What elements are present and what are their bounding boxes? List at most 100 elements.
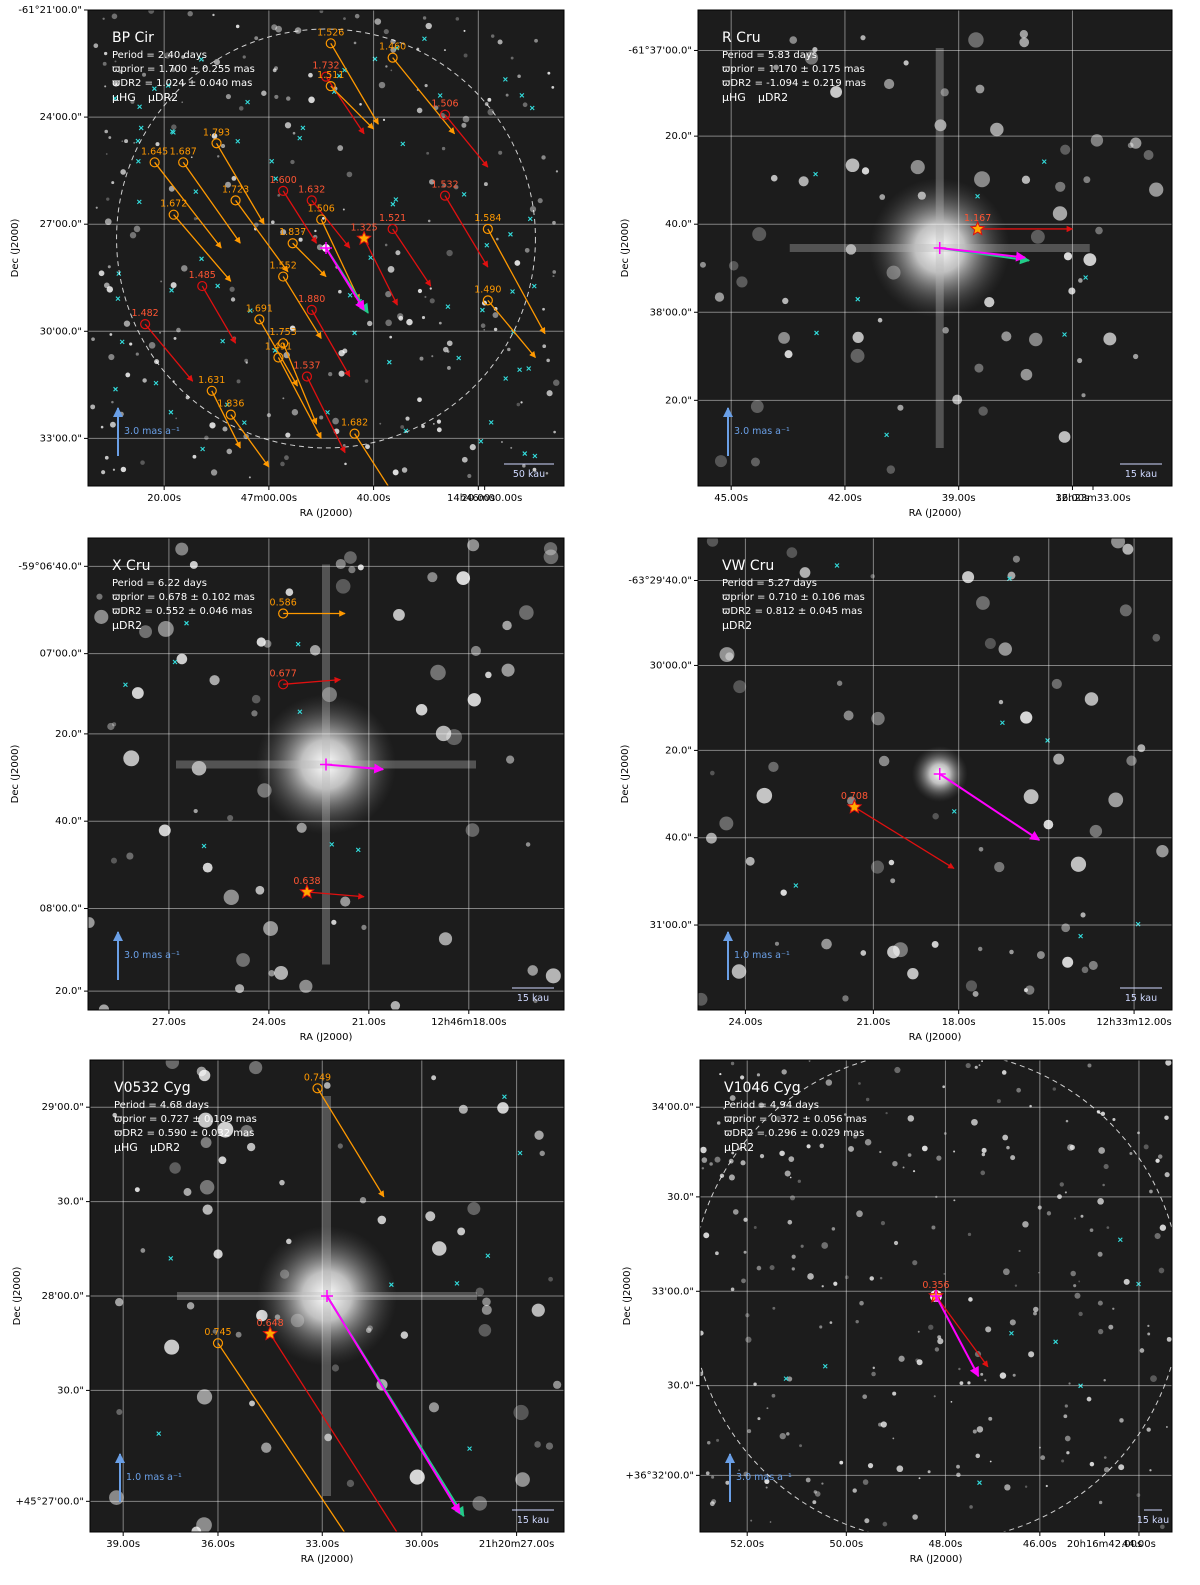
background-star	[547, 71, 551, 75]
background-star	[898, 1355, 905, 1362]
background-star	[513, 1404, 529, 1421]
background-star	[135, 352, 139, 356]
background-star	[917, 1330, 920, 1333]
y-tick-label: 30.0"	[667, 1192, 694, 1203]
companion-proper-motion-arrow	[292, 242, 327, 278]
y-axis-title: Dec (J2000)	[620, 745, 631, 804]
background-star	[493, 327, 498, 332]
panel-v1046-cyg: 0.356 V1046 Cyg Period = 4.94 days ϖprior =…	[622, 1059, 1173, 1565]
background-star	[191, 760, 207, 776]
best-candidate-star-icon	[262, 1325, 279, 1341]
background-star	[447, 366, 451, 370]
background-star	[975, 1453, 981, 1459]
companion-marker	[320, 71, 332, 82]
motion-legend-entry: μDR2	[758, 91, 788, 104]
background-star	[821, 1285, 824, 1288]
background-star	[431, 1075, 437, 1081]
background-star	[171, 124, 177, 130]
x-tick-label: 12h46m18.00s	[431, 1017, 506, 1028]
background-star	[545, 968, 561, 984]
background-star	[759, 1153, 765, 1159]
background-star	[756, 1073, 761, 1077]
background-star	[1024, 1485, 1028, 1488]
field-source-marker	[153, 380, 159, 386]
background-star	[940, 88, 949, 97]
field-source-marker	[1009, 1330, 1014, 1336]
field-source-marker	[519, 93, 525, 98]
background-star	[1057, 1194, 1062, 1200]
background-star	[897, 404, 904, 411]
field-source-marker	[295, 641, 301, 647]
background-star	[786, 547, 798, 558]
companion-marker	[387, 223, 398, 235]
background-star	[427, 572, 438, 583]
background-star	[1149, 1189, 1153, 1194]
companion-parallax-label: 1.672	[160, 199, 187, 210]
background-star	[1058, 431, 1071, 443]
background-star	[108, 353, 115, 361]
background-star	[364, 379, 369, 383]
background-star	[714, 1156, 721, 1163]
background-star	[337, 1143, 343, 1149]
background-star	[916, 1359, 923, 1366]
background-star	[859, 1300, 864, 1306]
background-star	[467, 539, 480, 552]
companion-parallax-label: 1.723	[222, 184, 249, 195]
companion-marker	[140, 319, 151, 330]
background-star	[719, 647, 735, 663]
x-axis-title: RA (J2000)	[301, 1554, 354, 1565]
background-star	[1102, 1183, 1105, 1187]
background-star	[789, 1195, 796, 1201]
field-source-marker	[368, 255, 374, 260]
field-source-marker	[456, 355, 462, 361]
field-source-marker	[467, 1446, 472, 1452]
background-star	[401, 467, 408, 473]
background-star	[245, 361, 248, 364]
background-star	[95, 206, 98, 209]
background-star	[907, 1115, 915, 1122]
background-star	[104, 129, 109, 134]
background-star	[134, 1187, 140, 1193]
background-star	[211, 133, 218, 139]
companion-parallax-label: 0.356	[922, 1280, 949, 1291]
x-axis-title: RA (J2000)	[300, 508, 353, 519]
background-star	[1078, 1311, 1083, 1317]
x-tick-label: 42.00s	[828, 493, 862, 504]
background-star	[775, 1115, 782, 1122]
background-star	[140, 460, 145, 465]
field-source-marker	[400, 141, 406, 147]
background-star	[210, 469, 218, 476]
x-tick-label: 40.00s	[357, 493, 391, 504]
field-source-marker	[156, 1431, 162, 1437]
background-star	[1064, 1404, 1068, 1408]
background-star	[1033, 1306, 1039, 1313]
background-star	[1074, 1217, 1077, 1220]
field-source-marker	[485, 1253, 491, 1259]
background-star	[1070, 856, 1087, 872]
x-axis-title: RA (J2000)	[300, 1032, 353, 1043]
field-source-marker	[198, 56, 204, 62]
background-star	[789, 36, 798, 44]
companion-parallax-label: 1.485	[189, 270, 216, 281]
background-star	[100, 425, 104, 429]
background-star	[1012, 1373, 1016, 1377]
field-source-marker	[137, 104, 143, 110]
field-source-marker	[975, 193, 980, 199]
background-star	[709, 1501, 715, 1507]
field-source-marker	[116, 271, 122, 277]
background-star	[1080, 1214, 1084, 1218]
companion-marker	[278, 271, 289, 282]
background-star	[729, 1095, 736, 1102]
background-star	[850, 348, 865, 363]
background-star	[419, 356, 424, 361]
x-tick-label: 27.00s	[152, 1017, 186, 1028]
background-star	[1103, 1466, 1110, 1473]
background-star	[552, 275, 555, 278]
companion-proper-motion-arrow	[392, 57, 456, 135]
background-star	[510, 446, 513, 449]
field-source-marker	[165, 83, 171, 88]
background-star	[218, 1156, 227, 1165]
background-star	[1137, 1131, 1140, 1135]
background-star	[1063, 252, 1073, 261]
